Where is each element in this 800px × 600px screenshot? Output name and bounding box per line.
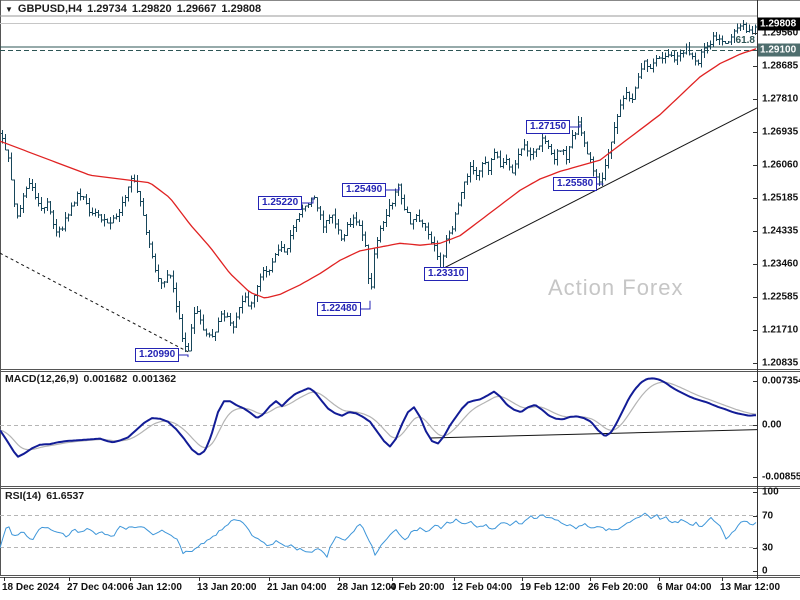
price-tag: 1.29808 — [758, 17, 800, 31]
time-axis-label: 18 Dec 2024 — [2, 582, 60, 593]
price-axis-label: 1.22585 — [762, 291, 799, 303]
rsi-value: 61.6537 — [46, 490, 85, 502]
time-axis-label: 13 Mar 12:00 — [720, 582, 781, 593]
watermark: Action Forex — [548, 275, 684, 300]
price-axis-label: 1.27810 — [762, 93, 799, 105]
price-label[interactable]: 1.25220 — [258, 196, 303, 210]
time-axis-label: 21 Jan 04:00 — [267, 582, 327, 593]
macd-indicator-label: MACD(12,26,9) 0.001682 0.001362 — [5, 373, 181, 385]
macd-value-signal: 0.001362 — [132, 373, 177, 385]
price-axis-label: 1.21710 — [762, 324, 799, 336]
quote-open: 1.29734 — [87, 3, 127, 15]
rsi-axis-label: 100 — [762, 486, 779, 498]
price-label[interactable]: 1.22480 — [317, 302, 362, 316]
ohlc-header: ▼ GBPUSD,H4 1.29734 1.29820 1.29667 1.29808 — [5, 3, 266, 15]
time-axis-label: 4 Feb 20:00 — [390, 582, 445, 593]
time-axis-label: 12 Feb 04:00 — [452, 582, 513, 593]
quote-low: 1.29667 — [176, 3, 217, 15]
price-axis-label: 1.26060 — [762, 159, 799, 171]
price-axis-label: 1.23460 — [762, 258, 799, 270]
quote-high: 1.29820 — [131, 3, 172, 15]
macd-value-main: 0.001682 — [83, 373, 128, 385]
macd-axis-label: 0.00 — [762, 419, 782, 431]
macd-axis-label: -0.008558 — [762, 471, 800, 483]
rsi-axis-label: 70 — [762, 510, 774, 522]
time-axis-label: 19 Feb 12:00 — [520, 582, 581, 593]
time-axis-label: 6 Jan 12:00 — [128, 582, 182, 593]
price-axis-label: 1.20835 — [762, 357, 799, 369]
price-axis-label: 1.25185 — [762, 192, 799, 204]
quote-close: 1.29808 — [221, 3, 262, 15]
price-axis-label: 1.26935 — [762, 126, 799, 138]
time-axis-label: 28 Jan 12:00 — [337, 582, 397, 593]
price-label[interactable]: 1.25580 — [553, 177, 598, 191]
time-axis-label: 6 Mar 04:00 — [657, 582, 712, 593]
macd-axis-label: 0.007354 — [762, 375, 800, 387]
symbol-dropdown-icon[interactable]: ▼ — [5, 5, 13, 14]
price-label[interactable]: 1.25490 — [342, 183, 387, 197]
rsi-axis-label: 30 — [762, 542, 774, 554]
macd-name: MACD(12,26,9) — [5, 373, 79, 385]
price-axis-label: 1.24335 — [762, 225, 799, 237]
price-label[interactable]: 1.20990 — [135, 348, 180, 362]
fibonacci-level-label: 61.8 — [735, 35, 755, 46]
time-axis-label: 13 Jan 20:00 — [197, 582, 257, 593]
price-axis-label: 1.29560 — [762, 27, 799, 39]
time-axis-label: 26 Feb 20:00 — [588, 582, 649, 593]
price-label[interactable]: 1.23310 — [424, 267, 469, 281]
price-axis-label: 1.28685 — [762, 60, 799, 72]
rsi-name: RSI(14) — [5, 490, 42, 502]
time-axis-label: 27 Dec 04:00 — [67, 582, 128, 593]
rsi-indicator-label: RSI(14) 61.6537 — [5, 490, 89, 502]
symbol-timeframe: GBPUSD,H4 — [17, 3, 83, 15]
price-label[interactable]: 1.27150 — [526, 120, 571, 134]
price-tag: 1.29100 — [758, 43, 800, 57]
rsi-axis-label: 0 — [762, 565, 768, 577]
